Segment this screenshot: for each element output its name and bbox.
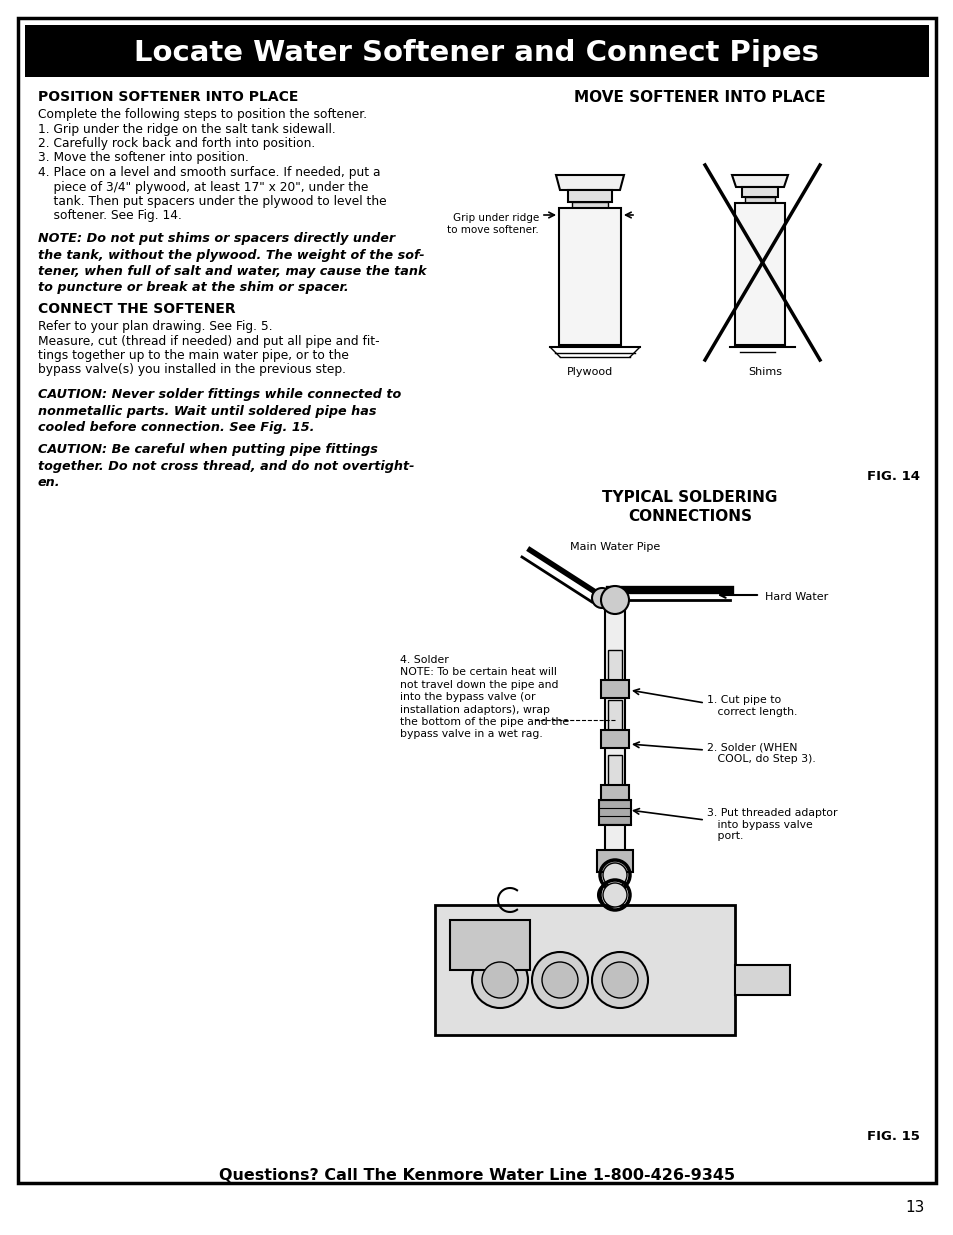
Circle shape	[601, 962, 638, 998]
Bar	[598, 800, 630, 825]
Text: Main Water Pipe: Main Water Pipe	[569, 542, 659, 552]
Circle shape	[602, 883, 626, 906]
Bar	[607, 650, 621, 680]
Text: Grip under ridge
to move softener.: Grip under ridge to move softener.	[447, 212, 538, 235]
Text: Locate Water Softener and Connect Pipes: Locate Water Softener and Connect Pipes	[134, 40, 819, 67]
Bar	[450, 920, 530, 969]
Text: Refer to your plan drawing. See Fig. 5.: Refer to your plan drawing. See Fig. 5.	[38, 320, 273, 333]
Text: POSITION SOFTENER INTO PLACE: POSITION SOFTENER INTO PLACE	[38, 90, 298, 104]
Bar	[572, 203, 607, 207]
Text: TYPICAL SOLDERING
CONNECTIONS: TYPICAL SOLDERING CONNECTIONS	[601, 490, 777, 524]
Circle shape	[532, 952, 587, 1008]
Bar	[607, 755, 621, 785]
Bar	[558, 207, 620, 345]
Circle shape	[541, 962, 578, 998]
Text: 2. Carefully rock back and forth into position.: 2. Carefully rock back and forth into po…	[38, 137, 314, 149]
Bar	[600, 730, 628, 748]
Circle shape	[600, 585, 628, 614]
Bar	[597, 850, 633, 872]
Text: 1. Cut pipe to
   correct length.: 1. Cut pipe to correct length.	[706, 695, 797, 716]
Text: 1. Grip under the ridge on the salt tank sidewall.: 1. Grip under the ridge on the salt tank…	[38, 122, 335, 136]
Text: tank. Then put spacers under the plywood to level the: tank. Then put spacers under the plywood…	[38, 195, 386, 207]
Text: CAUTION: Be careful when putting pipe fittings
together. Do not cross thread, an: CAUTION: Be careful when putting pipe fi…	[38, 443, 414, 489]
Polygon shape	[556, 175, 623, 190]
Bar	[734, 203, 784, 345]
Circle shape	[592, 588, 612, 608]
Text: 4. Solder
NOTE: To be certain heat will
not travel down the pipe and
into the by: 4. Solder NOTE: To be certain heat will …	[399, 655, 569, 740]
Text: piece of 3/4" plywood, at least 17" x 20", under the: piece of 3/4" plywood, at least 17" x 20…	[38, 180, 368, 194]
Text: softener. See Fig. 14.: softener. See Fig. 14.	[38, 210, 182, 222]
Text: 3. Move the softener into position.: 3. Move the softener into position.	[38, 152, 249, 164]
Text: 13: 13	[904, 1199, 924, 1214]
Text: CONNECT THE SOFTENER: CONNECT THE SOFTENER	[38, 303, 235, 316]
Bar	[567, 190, 612, 203]
Text: FIG. 14: FIG. 14	[866, 471, 919, 483]
Text: Measure, cut (thread if needed) and put all pipe and fit-: Measure, cut (thread if needed) and put …	[38, 335, 379, 347]
Text: tings together up to the main water pipe, or to the: tings together up to the main water pipe…	[38, 350, 349, 362]
Bar	[744, 198, 774, 203]
Bar	[604, 869, 624, 895]
Text: bypass valve(s) you installed in the previous step.: bypass valve(s) you installed in the pre…	[38, 363, 346, 377]
Text: Questions? Call The Kenmore Water Line 1-800-426-9345: Questions? Call The Kenmore Water Line 1…	[218, 1167, 735, 1182]
Text: 3. Put threaded adaptor
   into bypass valve
   port.: 3. Put threaded adaptor into bypass valv…	[706, 808, 837, 841]
Text: Complete the following steps to position the softener.: Complete the following steps to position…	[38, 107, 367, 121]
Circle shape	[602, 863, 626, 887]
Bar	[600, 785, 628, 803]
Bar	[741, 186, 778, 198]
Circle shape	[481, 962, 517, 998]
Bar	[607, 700, 621, 730]
Bar	[600, 680, 628, 698]
Text: Plywood: Plywood	[566, 367, 613, 377]
Text: 2. Solder (WHEN
   COOL, do Step 3).: 2. Solder (WHEN COOL, do Step 3).	[706, 742, 815, 763]
Bar	[604, 608, 624, 869]
Text: 4. Place on a level and smooth surface. If needed, put a: 4. Place on a level and smooth surface. …	[38, 165, 380, 179]
Text: CAUTION: Never solder fittings while connected to
nonmetallic parts. Wait until : CAUTION: Never solder fittings while con…	[38, 388, 401, 433]
Text: Hard Water: Hard Water	[764, 592, 827, 601]
Circle shape	[472, 952, 527, 1008]
Bar	[734, 965, 789, 995]
Bar	[25, 25, 928, 77]
Circle shape	[592, 952, 647, 1008]
Text: NOTE: Do not put shims or spacers directly under
the tank, without the plywood. : NOTE: Do not put shims or spacers direct…	[38, 232, 426, 294]
Text: MOVE SOFTENER INTO PLACE: MOVE SOFTENER INTO PLACE	[574, 90, 825, 105]
Bar	[435, 905, 734, 1035]
Text: Shims: Shims	[747, 367, 781, 377]
Polygon shape	[731, 175, 787, 186]
Text: FIG. 15: FIG. 15	[866, 1130, 919, 1144]
